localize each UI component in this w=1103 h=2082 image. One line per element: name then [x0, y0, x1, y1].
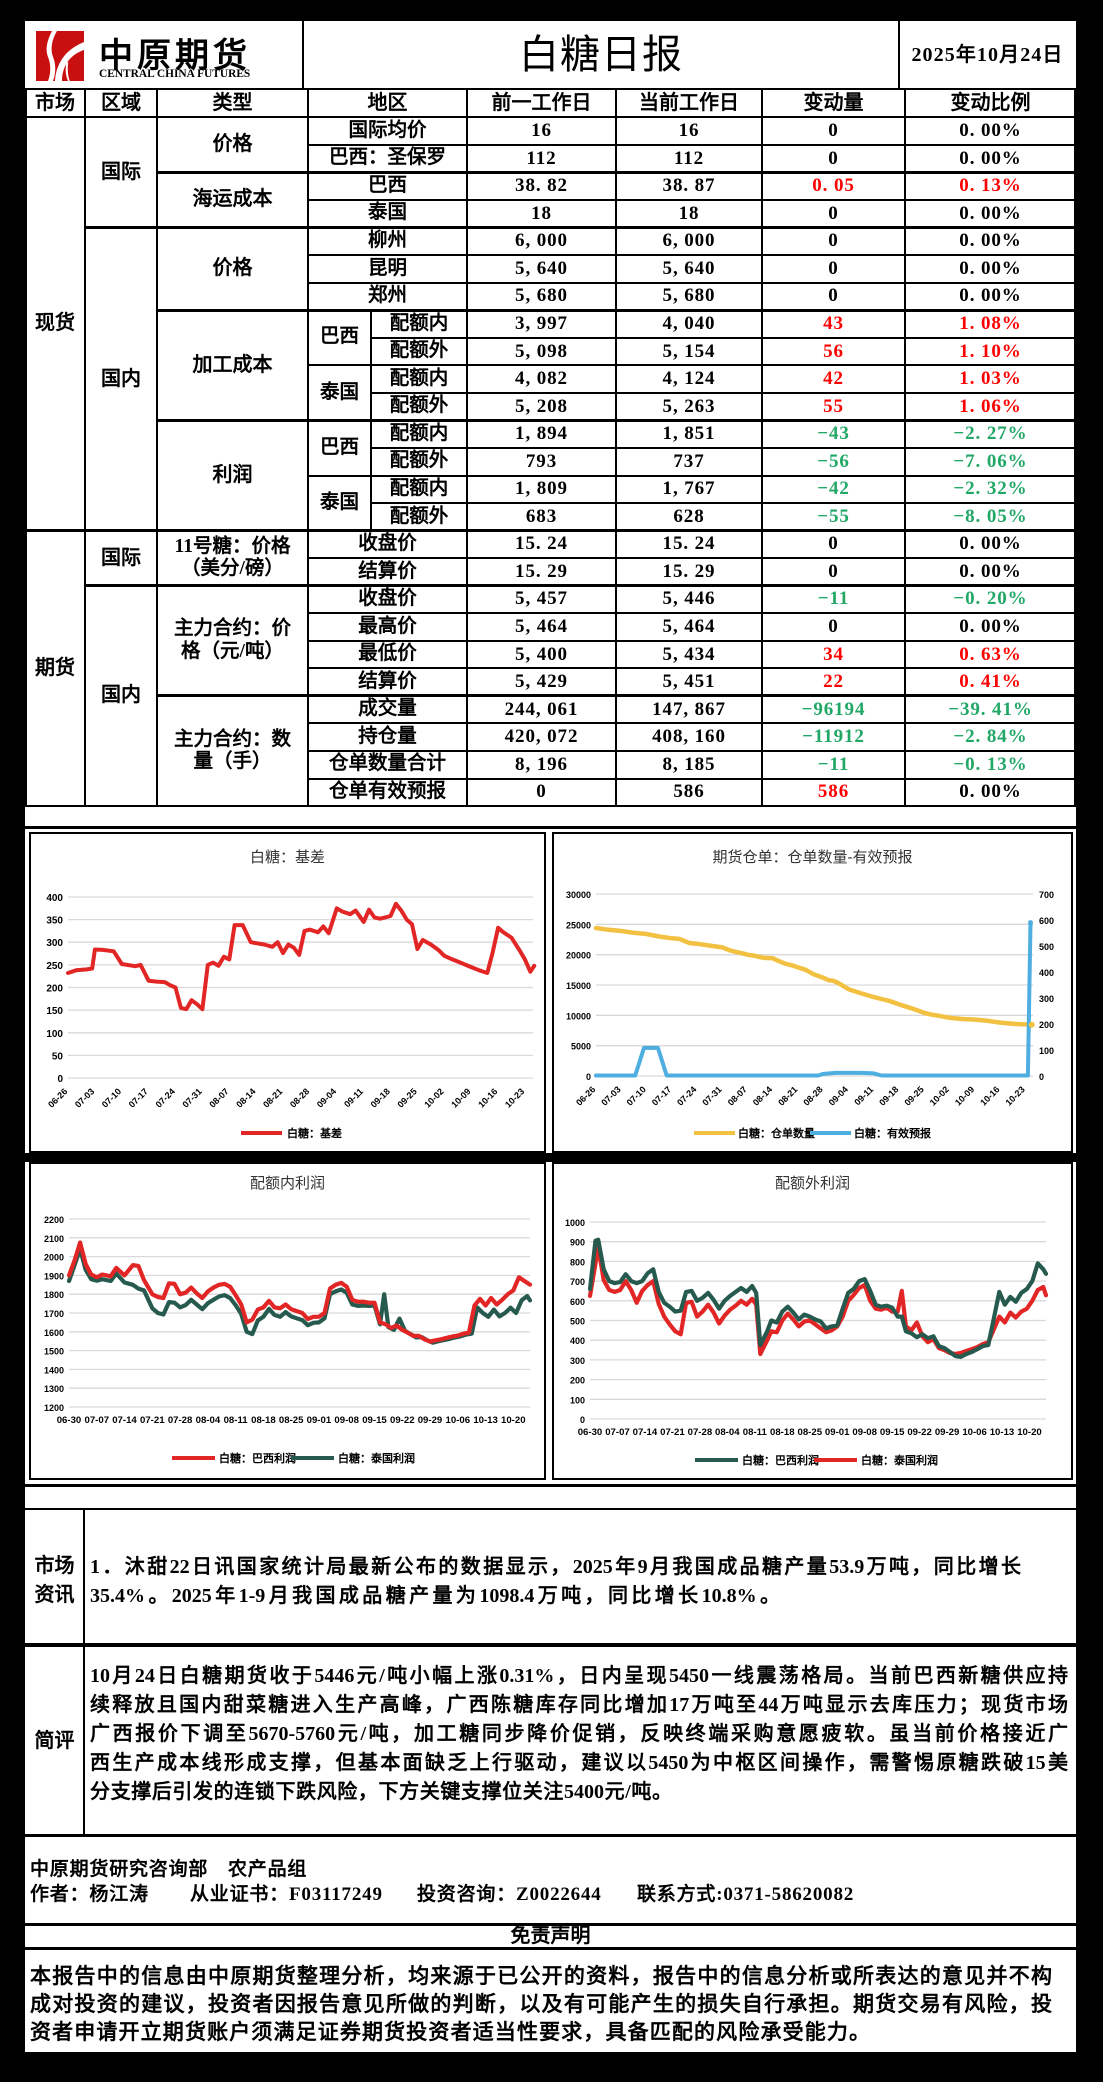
svg-text:10-06: 10-06 — [962, 1427, 987, 1438]
svg-text:07-07: 07-07 — [605, 1427, 630, 1438]
svg-text:09-22: 09-22 — [390, 1415, 415, 1426]
svg-text:100: 100 — [46, 1029, 63, 1040]
svg-text:08-18: 08-18 — [251, 1415, 276, 1426]
svg-text:白糖：基差: 白糖：基差 — [287, 1126, 342, 1140]
svg-text:300: 300 — [570, 1356, 585, 1366]
svg-text:200: 200 — [570, 1376, 585, 1386]
svg-text:250: 250 — [46, 961, 63, 972]
svg-text:配额内利润: 配额内利润 — [250, 1175, 325, 1192]
svg-text:10-20: 10-20 — [501, 1415, 526, 1426]
svg-text:09-08: 09-08 — [334, 1415, 359, 1426]
svg-text:09-15: 09-15 — [880, 1427, 905, 1438]
svg-text:0: 0 — [1039, 1072, 1044, 1082]
svg-text:200: 200 — [1039, 1020, 1054, 1030]
svg-text:1300: 1300 — [44, 1384, 64, 1394]
svg-text:白糖：有效预报: 白糖：有效预报 — [854, 1126, 932, 1140]
svg-text:09-22: 09-22 — [907, 1427, 932, 1438]
svg-text:1200: 1200 — [44, 1403, 64, 1413]
svg-text:20000: 20000 — [566, 951, 591, 961]
svg-text:30000: 30000 — [566, 890, 591, 900]
svg-text:0: 0 — [57, 1074, 63, 1085]
svg-text:白糖：基差: 白糖：基差 — [250, 849, 325, 866]
svg-text:700: 700 — [570, 1277, 585, 1287]
svg-text:800: 800 — [570, 1257, 585, 1267]
svg-text:08-25: 08-25 — [798, 1427, 823, 1438]
svg-text:400: 400 — [1039, 968, 1054, 978]
svg-text:200: 200 — [46, 984, 63, 995]
svg-text:07-07: 07-07 — [85, 1415, 110, 1426]
svg-text:1000: 1000 — [565, 1218, 585, 1228]
svg-text:10-20: 10-20 — [1017, 1427, 1042, 1438]
svg-text:1500: 1500 — [44, 1347, 64, 1357]
svg-text:2200: 2200 — [44, 1215, 64, 1225]
svg-text:100: 100 — [570, 1395, 585, 1405]
svg-text:期货仓单：仓单数量-有效预报: 期货仓单：仓单数量-有效预报 — [713, 849, 913, 866]
svg-text:0: 0 — [586, 1072, 591, 1082]
svg-text:10-13: 10-13 — [990, 1427, 1015, 1438]
svg-text:500: 500 — [570, 1317, 585, 1327]
svg-text:09-01: 09-01 — [825, 1427, 850, 1438]
svg-text:0: 0 — [580, 1415, 585, 1425]
svg-text:08-25: 08-25 — [279, 1415, 304, 1426]
svg-text:400: 400 — [570, 1336, 585, 1346]
svg-text:09-29: 09-29 — [418, 1415, 443, 1426]
svg-text:07-28: 07-28 — [168, 1415, 193, 1426]
svg-text:07-14: 07-14 — [633, 1427, 658, 1438]
svg-text:09-29: 09-29 — [935, 1427, 960, 1438]
svg-text:150: 150 — [46, 1006, 63, 1017]
svg-text:25000: 25000 — [566, 920, 591, 930]
svg-text:5000: 5000 — [571, 1042, 591, 1052]
svg-text:10000: 10000 — [566, 1011, 591, 1021]
svg-text:2100: 2100 — [44, 1234, 64, 1244]
svg-text:06-30: 06-30 — [578, 1427, 603, 1438]
svg-text:15000: 15000 — [566, 981, 591, 991]
svg-text:白糖：仓单数量: 白糖：仓单数量 — [738, 1126, 815, 1140]
svg-text:900: 900 — [570, 1238, 585, 1248]
svg-text:09-01: 09-01 — [307, 1415, 332, 1426]
svg-text:600: 600 — [1039, 916, 1054, 926]
svg-text:10-06: 10-06 — [446, 1415, 471, 1426]
svg-text:2000: 2000 — [44, 1253, 64, 1263]
svg-text:1800: 1800 — [44, 1290, 64, 1300]
svg-text:白糖：泰国利润: 白糖：泰国利润 — [861, 1453, 938, 1467]
svg-text:1600: 1600 — [44, 1328, 64, 1338]
svg-text:300: 300 — [46, 938, 63, 949]
svg-text:07-21: 07-21 — [660, 1427, 685, 1438]
svg-text:100: 100 — [1039, 1046, 1054, 1056]
svg-text:09-15: 09-15 — [362, 1415, 387, 1426]
svg-text:400: 400 — [46, 893, 63, 904]
svg-text:1400: 1400 — [44, 1365, 64, 1375]
svg-text:白糖：巴西利润: 白糖：巴西利润 — [219, 1451, 296, 1465]
svg-text:07-21: 07-21 — [140, 1415, 165, 1426]
svg-text:300: 300 — [1039, 994, 1054, 1004]
svg-text:09-08: 09-08 — [852, 1427, 877, 1438]
svg-text:1700: 1700 — [44, 1309, 64, 1319]
svg-text:50: 50 — [52, 1051, 64, 1062]
svg-text:08-18: 08-18 — [770, 1427, 795, 1438]
svg-text:08-11: 08-11 — [743, 1427, 768, 1438]
svg-text:350: 350 — [46, 916, 63, 927]
svg-text:700: 700 — [1039, 890, 1054, 900]
svg-text:白糖：泰国利润: 白糖：泰国利润 — [338, 1451, 415, 1465]
svg-text:500: 500 — [1039, 942, 1054, 952]
svg-text:08-04: 08-04 — [715, 1427, 740, 1438]
svg-text:08-04: 08-04 — [196, 1415, 221, 1426]
svg-text:07-28: 07-28 — [688, 1427, 713, 1438]
svg-text:10-13: 10-13 — [473, 1415, 498, 1426]
svg-text:白糖：巴西利润: 白糖：巴西利润 — [742, 1453, 819, 1467]
svg-text:07-14: 07-14 — [112, 1415, 137, 1426]
svg-text:06-30: 06-30 — [57, 1415, 82, 1426]
svg-text:600: 600 — [570, 1297, 585, 1307]
svg-text:08-11: 08-11 — [224, 1415, 249, 1426]
svg-text:配额外利润: 配额外利润 — [775, 1175, 850, 1192]
svg-text:1900: 1900 — [44, 1271, 64, 1281]
